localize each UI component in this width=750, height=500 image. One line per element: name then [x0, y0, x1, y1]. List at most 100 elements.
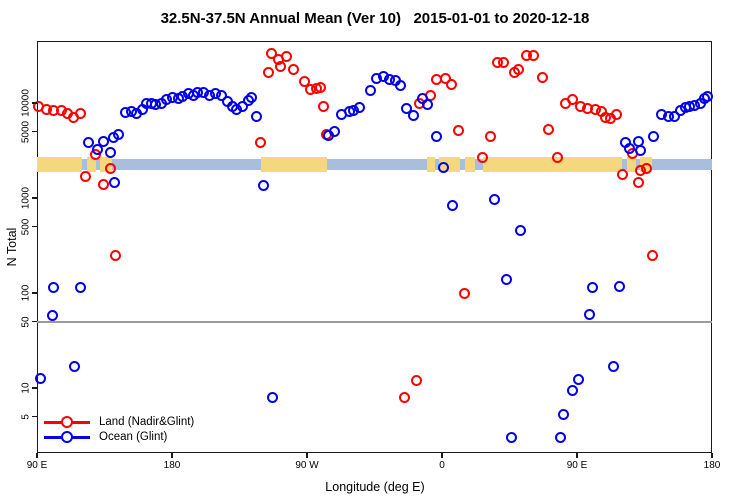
legend-item-ocean: Ocean (Glint) [44, 430, 167, 444]
data-point-ocean [108, 177, 120, 189]
data-point-land [453, 124, 464, 136]
land-strip-segment [260, 157, 327, 172]
data-point-ocean [430, 130, 442, 142]
data-point-land [75, 107, 86, 119]
data-point-land [484, 131, 496, 143]
x-tick [711, 453, 713, 458]
x-tick-label: 180 [703, 460, 721, 471]
data-point-ocean [75, 281, 86, 293]
legend-marker-icon [44, 415, 90, 429]
data-point-ocean [505, 432, 517, 444]
land-strip-segment [37, 157, 82, 172]
data-point-ocean [91, 143, 103, 155]
data-point-land [97, 178, 109, 190]
land-strip-segment [482, 157, 622, 172]
ocean-strip-segment [652, 158, 712, 171]
data-point-ocean [634, 144, 646, 156]
data-point-ocean [624, 143, 635, 155]
x-tick-label: 90 W [295, 460, 319, 471]
ocean-strip-segment [112, 158, 261, 171]
y-tick-label: 10 [20, 382, 32, 394]
reference-line-50 [37, 320, 712, 323]
data-point-ocean [364, 85, 376, 97]
data-point-land [640, 162, 652, 174]
data-point-ocean [421, 98, 433, 110]
data-point-ocean [112, 128, 124, 140]
data-point-ocean [258, 179, 269, 191]
legend-marker-icon [44, 430, 90, 444]
data-point-ocean [555, 432, 566, 444]
x-tick [36, 453, 38, 458]
data-point-ocean [328, 126, 340, 138]
data-point-ocean [69, 360, 80, 372]
data-point-land [105, 162, 116, 174]
data-point-land [399, 391, 410, 403]
data-point-ocean [567, 384, 578, 396]
data-point-ocean [82, 137, 94, 149]
y-tick [32, 130, 37, 133]
data-point-land [315, 82, 326, 94]
data-point-land [274, 61, 286, 73]
data-point-ocean [237, 100, 248, 112]
data-point-land [439, 72, 451, 84]
data-point-ocean [607, 360, 619, 372]
legend-label: Ocean (Glint) [99, 431, 168, 443]
data-point-land [552, 152, 563, 164]
data-point-ocean [583, 309, 595, 321]
data-point-ocean [267, 391, 278, 403]
data-point-ocean [447, 200, 458, 212]
ocean-strip-segment [95, 158, 100, 171]
y-tick-label: 50 [20, 316, 32, 328]
data-point-ocean [702, 91, 713, 103]
data-point-land [445, 79, 457, 91]
x-tick-label: 90 E [26, 460, 48, 471]
x-axis-title: Longitude (deg E) [325, 480, 425, 494]
land-strip-segment [427, 157, 435, 172]
legend-item-land: Land (Nadir&Glint) [44, 415, 194, 429]
x-tick-label: 0 [439, 460, 445, 471]
data-point-land [616, 169, 628, 181]
data-point-ocean [105, 147, 116, 159]
ocean-strip-segment [635, 158, 640, 171]
data-point-land [280, 50, 292, 62]
y-tick-label: 10000 [20, 89, 32, 117]
y-tick [32, 320, 37, 323]
data-point-land [255, 137, 266, 149]
data-point-ocean [514, 224, 526, 236]
y-tick [32, 102, 37, 104]
data-point-land [318, 100, 329, 112]
data-point-land [498, 57, 509, 69]
data-point-ocean [246, 92, 257, 104]
y-tick-label: 5000 [20, 120, 32, 143]
data-point-ocean [586, 282, 598, 294]
y-tick [32, 415, 37, 418]
y-axis-title: N Total [5, 227, 19, 267]
x-tick [576, 453, 578, 458]
ocean-strip-segment [434, 158, 439, 171]
data-point-land [537, 72, 548, 84]
data-point-land [543, 123, 554, 135]
data-point-ocean [48, 281, 59, 293]
ocean-strip-segment [460, 158, 465, 171]
y-tick-label: 1000 [20, 186, 32, 210]
data-point-land [288, 64, 299, 76]
y-tick-label: 500 [20, 218, 32, 235]
y-tick [32, 292, 37, 294]
data-point-land [513, 63, 524, 75]
data-point-ocean [34, 373, 46, 385]
data-point-ocean [573, 373, 584, 385]
data-point-ocean [613, 281, 625, 293]
data-point-ocean [648, 131, 659, 143]
data-point-ocean [394, 80, 406, 91]
x-tick [441, 453, 443, 458]
plot-area [37, 41, 712, 453]
data-point-ocean [408, 110, 419, 122]
y-tick-label: 100 [20, 284, 32, 302]
data-point-land [567, 94, 578, 106]
x-tick [306, 453, 308, 458]
x-tick [171, 453, 173, 458]
data-point-land [646, 249, 658, 261]
y-tick [32, 225, 37, 228]
data-point-land [298, 75, 310, 87]
